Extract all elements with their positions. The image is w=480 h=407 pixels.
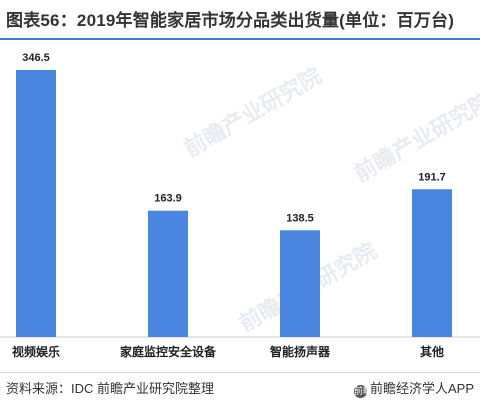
- category-label: 智能扬声器: [269, 344, 331, 359]
- brand-credit: 前瞻前瞻经济学人APP: [353, 378, 474, 398]
- bar-value-label: 163.9: [154, 193, 182, 205]
- chart-title: 图表56：2019年智能家居市场分品类出货量(单位：百万台): [6, 11, 455, 30]
- bar-4: [412, 189, 452, 337]
- bar-1: [16, 70, 56, 337]
- bar-value-label: 191.7: [418, 171, 446, 183]
- bar-value-label: 346.5: [22, 52, 50, 64]
- footer-divider: [0, 372, 480, 373]
- category-label: 视频娱乐: [12, 344, 60, 359]
- bar-3: [280, 230, 320, 337]
- category-label: 其他: [420, 344, 444, 359]
- bar-value-label: 138.5: [286, 212, 314, 224]
- category-label: 家庭监控安全设备: [120, 344, 217, 359]
- bar-chart: 346.5 视频娱乐 163.9 家庭监控安全设备 138.5 智能扬声器 191.7 其他: [0, 52, 480, 359]
- source-note: 资料来源：IDC 前瞻产业研究院整理: [6, 381, 215, 396]
- brand-name: 前瞻经济学人APP: [369, 381, 474, 396]
- brand-logo-icon: 前瞻: [353, 385, 372, 398]
- title-divider: [0, 38, 480, 40]
- bar-2: [148, 210, 188, 337]
